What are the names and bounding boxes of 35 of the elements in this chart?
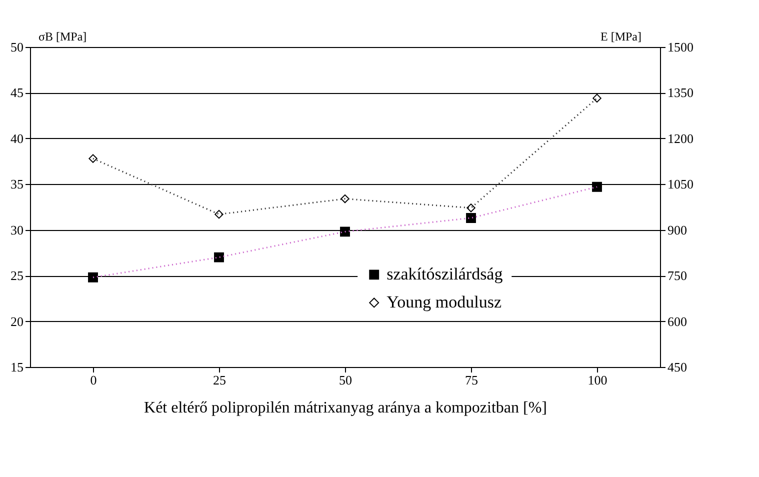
point — [592, 182, 602, 192]
y2-tick-label: 450 — [668, 360, 687, 374]
y2-tick-label: 750 — [668, 268, 687, 284]
y-tick-label: 30 — [10, 222, 24, 238]
point — [592, 94, 602, 103]
y2-tick-label: 900 — [668, 222, 687, 238]
x-tick-label: 100 — [588, 372, 608, 388]
y-tick-label: 20 — [10, 314, 24, 329]
y2-tick-label: 1350 — [668, 85, 694, 100]
y-axis-title: σB [MPa] — [38, 30, 87, 44]
point — [466, 213, 476, 223]
point — [214, 252, 224, 262]
y-tick-label: 25 — [10, 268, 24, 284]
point — [88, 272, 98, 282]
y-tick-label: 15 — [10, 360, 24, 374]
y2-tick-label: 600 — [668, 314, 687, 329]
point — [340, 194, 350, 204]
x-tick-label: 25 — [213, 372, 226, 388]
x-tick-label: 50 — [339, 372, 352, 388]
point — [214, 210, 224, 219]
point — [340, 226, 350, 237]
y-tick-label: 35 — [10, 176, 24, 192]
x-tick-label: 75 — [465, 372, 478, 388]
y-tick-label: 45 — [10, 85, 24, 100]
legend-label: szakítószilárdság — [386, 264, 504, 284]
y2-tick-label: 1200 — [668, 130, 694, 146]
y2-tick-label: 1500 — [668, 40, 694, 54]
x-axis-title: Két eltérő polipropilén mátrixanyag aránya a kompozitban [%] — [144, 400, 547, 416]
y2-tick-label: 1050 — [668, 176, 694, 192]
x-tick-label: 0 — [90, 372, 97, 388]
y2-axis-title: E [MPa] — [600, 30, 642, 44]
legend-label: Young modulusz — [386, 292, 502, 312]
point — [88, 154, 98, 163]
y-tick-label: 50 — [10, 40, 24, 54]
y-tick-label: 40 — [10, 130, 24, 146]
